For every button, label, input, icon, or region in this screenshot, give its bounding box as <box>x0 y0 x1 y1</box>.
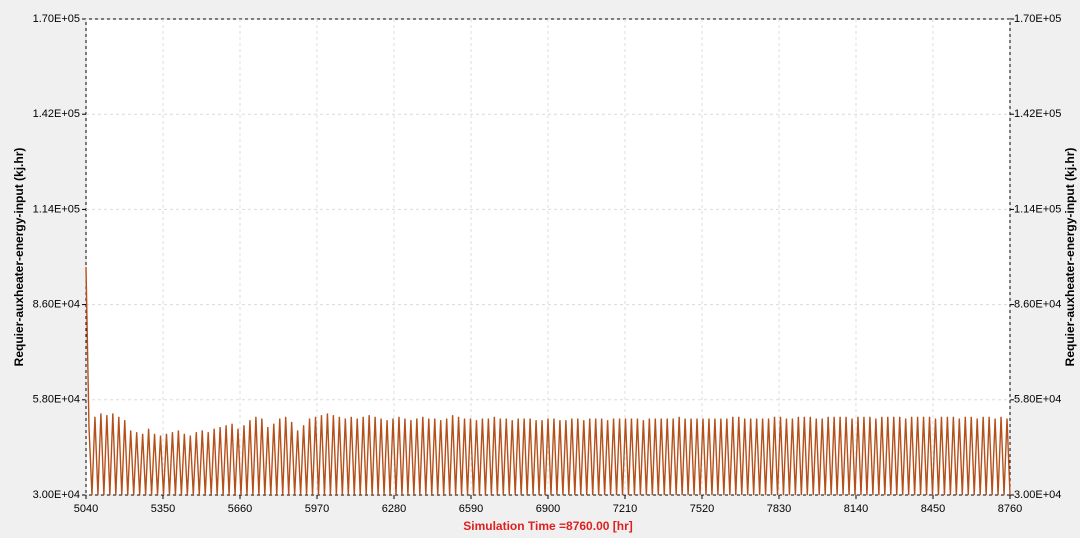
y-tick-label: 1.42E+05 <box>33 108 80 120</box>
x-tick-label: 7210 <box>613 503 637 515</box>
x-axis-label: Simulation Time =8760.00 [hr] <box>463 519 633 533</box>
x-tick-label: 7520 <box>690 503 714 515</box>
y2-tick-label: 8.60E+04 <box>1014 299 1061 311</box>
y-tick-label: 1.14E+05 <box>33 203 80 215</box>
x-tick-label: 5660 <box>228 503 252 515</box>
y-axis-label: Requier-auxheater-energy-input (kj.hr) <box>12 148 26 367</box>
x-tick-label: 8760 <box>998 503 1022 515</box>
x-tick-label: 5970 <box>305 503 329 515</box>
y2-tick-label: 1.14E+05 <box>1014 203 1061 215</box>
x-tick-label: 6900 <box>536 503 560 515</box>
series-line <box>85 267 1011 496</box>
y2-tick-label: 1.42E+05 <box>1014 108 1061 120</box>
x-tick-label: 8140 <box>844 503 868 515</box>
y-tick-label: 8.60E+04 <box>33 299 80 311</box>
y2-tick-label: 1.70E+05 <box>1014 13 1061 25</box>
x-tick-label: 5040 <box>74 503 98 515</box>
x-tick-label: 8450 <box>921 503 945 515</box>
y2-tick-label: 5.80E+04 <box>1014 394 1061 406</box>
y2-tick-label: 3.00E+04 <box>1014 489 1061 501</box>
y-tick-label: 1.70E+05 <box>33 13 80 25</box>
y2-axis-label: Requier-auxheater-energy-input (kj.hr) <box>1063 148 1077 367</box>
x-tick-label: 6280 <box>382 503 406 515</box>
x-tick-label: 6590 <box>459 503 483 515</box>
y-tick-label: 5.80E+04 <box>33 394 80 406</box>
x-tick-label: 7830 <box>767 503 791 515</box>
x-tick-label: 5350 <box>151 503 175 515</box>
y-tick-label: 3.00E+04 <box>33 489 80 501</box>
